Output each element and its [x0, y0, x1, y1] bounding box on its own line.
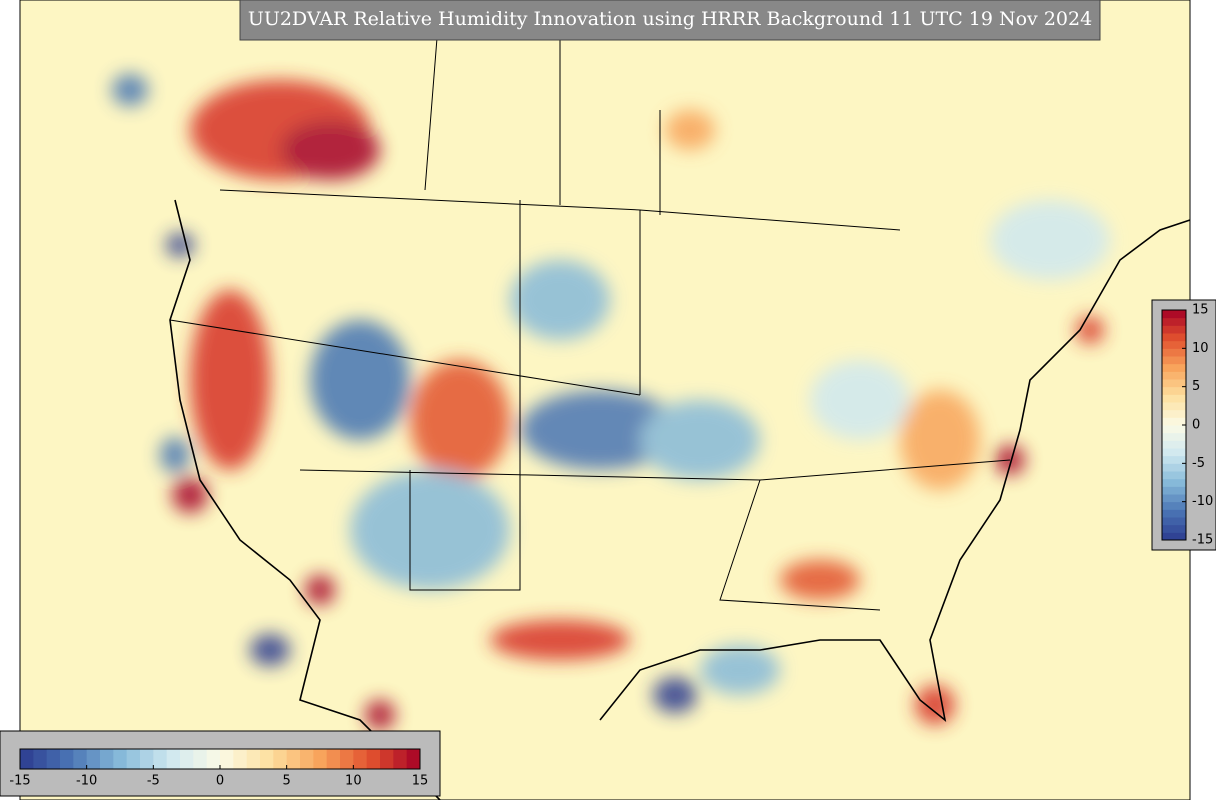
colorbar-segment: [1162, 394, 1186, 403]
colorbar-tick-label: -5: [147, 774, 160, 789]
colorbar-segment: [1162, 486, 1186, 495]
colorbar-segment: [140, 749, 154, 769]
colorbar-tick-label: -15: [9, 774, 30, 789]
colorbar-segment: [1162, 333, 1186, 342]
colorbar-segment: [1162, 425, 1186, 434]
colorbar-segment: [406, 749, 421, 769]
colorbar-segment: [1162, 363, 1186, 372]
colorbar-segment: [260, 749, 274, 769]
colorbar-tick-label: 5: [283, 774, 291, 789]
colorbar-segment: [1162, 402, 1186, 411]
colorbar-segment: [20, 749, 34, 769]
colorbar-segment: [246, 749, 261, 769]
title: UU2DVAR Relative Humidity Innovation usi…: [248, 8, 1092, 30]
colorbar-segment: [206, 749, 221, 769]
colorbar-tick-label: 10: [1192, 341, 1209, 356]
colorbar-segment: [1162, 340, 1186, 349]
colorbar-segment: [1162, 463, 1186, 472]
colorbar-segment: [1162, 532, 1186, 541]
colorbar-segment: [1162, 440, 1186, 449]
colorbar-segment: [326, 749, 341, 769]
colorbar-segment: [220, 749, 234, 769]
colorbar-segment: [100, 749, 114, 769]
colorbar-segment: [1162, 509, 1186, 518]
colorbar-tick-label: -10: [1192, 494, 1213, 509]
colorbar-tick-label: 5: [1192, 379, 1200, 394]
colorbar-segment: [1162, 501, 1186, 510]
colorbar-segment: [166, 749, 181, 769]
colorbar-segment: [233, 749, 248, 769]
colorbar-segment: [286, 749, 301, 769]
colorbar-segment: [60, 749, 74, 769]
colorbar-segment: [1162, 478, 1186, 487]
colorbar-tick-label: 0: [216, 774, 224, 789]
colorbar-segment: [380, 749, 394, 769]
colorbar-segment: [300, 749, 314, 769]
colorbar-segment: [340, 749, 354, 769]
colorbar-segment: [1162, 432, 1186, 441]
colorbar-segment: [1162, 517, 1186, 526]
colorbar-tick-label: 15: [412, 774, 429, 789]
colorbar-tick-label: 0: [1192, 418, 1200, 433]
colorbar-segment: [1162, 524, 1186, 533]
colorbar-tick-label: 10: [345, 774, 362, 789]
colorbar-segment: [1162, 325, 1186, 334]
colorbar-segment: [366, 749, 381, 769]
west-coast: [169, 199, 441, 800]
colorbar-segment: [86, 749, 101, 769]
colorbar-segment: [180, 749, 194, 769]
colorbar-segment: [1162, 455, 1186, 464]
colorbar-segment: [1162, 379, 1186, 388]
colorbar-segment: [73, 749, 88, 769]
colorbar-segment: [113, 749, 128, 769]
colorbar-segment: [1162, 448, 1186, 457]
field-blobs: [112, 74, 1110, 730]
colorbar-segment: [353, 749, 368, 769]
colorbar-segment: [313, 749, 328, 769]
colorbar-segment: [33, 749, 48, 769]
colorbar-segment: [1162, 371, 1186, 380]
colorbar-tick-label: -15: [1192, 533, 1213, 548]
colorbar-tick-label: -5: [1192, 456, 1205, 471]
colorbar-segment: [1162, 494, 1186, 503]
colorbar-segment: [153, 749, 168, 769]
colorbar-segment: [1162, 310, 1186, 319]
colorbar-segment: [1162, 409, 1186, 418]
colorbar-segment: [1162, 348, 1186, 357]
colorbar-tick-label: 15: [1192, 303, 1209, 318]
colorbar-segment: [393, 749, 408, 769]
colorbar-segment: [1162, 317, 1186, 326]
state-lines: [169, 189, 1011, 611]
colorbar-segment: [1162, 356, 1186, 365]
colorbar-segment: [1162, 471, 1186, 480]
east-coast: [599, 219, 1191, 722]
colorbar-tick-label: -10: [76, 774, 97, 789]
colorbar-segment: [273, 749, 288, 769]
colorbar-segment: [46, 749, 61, 769]
colorbar-segment: [1162, 386, 1186, 395]
title-box: [239, 0, 1101, 41]
colorbar-segment: [193, 749, 208, 769]
colorbar-segment: [126, 749, 141, 769]
colorbar-segment: [1162, 417, 1186, 426]
